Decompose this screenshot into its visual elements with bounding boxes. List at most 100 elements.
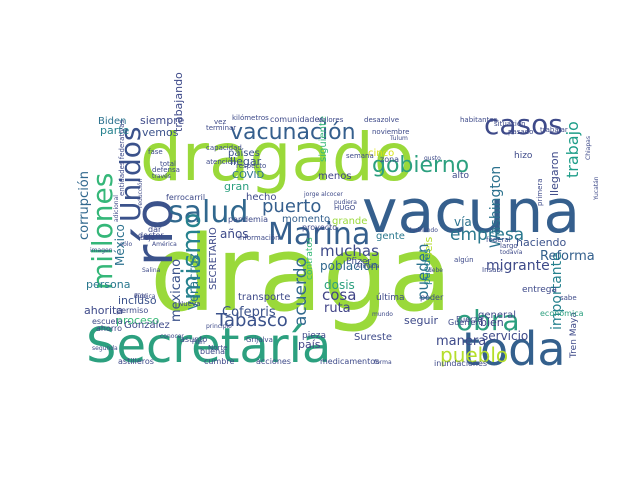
word-cloud-word: inundaciones: [434, 359, 487, 368]
word-cloud-word: pueblo: [440, 343, 508, 367]
word-cloud-word: vemos: [142, 126, 179, 139]
word-cloud-word: última: [376, 293, 405, 303]
word-cloud-word: Veracruz: [187, 253, 202, 310]
word-cloud-word: trabajo: [563, 121, 582, 178]
word-cloud-word: zona: [380, 155, 399, 164]
word-cloud-word: migrante: [486, 258, 550, 274]
word-cloud-word: forma: [374, 359, 392, 366]
word-cloud-word: mundo: [372, 311, 393, 318]
word-cloud-word: Armada: [356, 263, 380, 270]
word-cloud-word: llegaron: [548, 151, 561, 196]
word-cloud-word: seis: [422, 236, 435, 258]
word-cloud-word: federal: [486, 236, 511, 244]
word-cloud-word: siguiente: [318, 116, 329, 162]
word-cloud-word: ahorita: [84, 304, 123, 317]
word-cloud-word: América: [152, 241, 177, 248]
word-cloud-word: Pública: [134, 293, 156, 300]
word-cloud-word: pandemia: [228, 215, 268, 224]
word-cloud-word: dosis: [324, 278, 355, 292]
word-cloud-word: reducción: [137, 178, 144, 208]
word-cloud-word: imagen: [90, 247, 113, 254]
word-cloud-word: atención: [206, 158, 236, 166]
word-cloud-word: vez: [214, 118, 226, 126]
word-cloud-word: cosa: [322, 286, 356, 304]
word-cloud-word: dragado: [140, 119, 414, 196]
word-cloud-word: Yucatán: [593, 176, 600, 201]
word-cloud-word: años: [220, 227, 249, 241]
word-cloud-word: toda: [462, 322, 566, 376]
word-cloud-word: Nueva: [178, 300, 200, 308]
word-cloud-word: kilómetros: [232, 114, 269, 122]
word-cloud-word: parte: [100, 124, 130, 137]
word-cloud-word: siempre: [140, 114, 185, 127]
word-cloud-word: COVID: [232, 170, 264, 181]
word-cloud-word: acciones: [256, 357, 291, 366]
word-cloud-word: pudiera: [334, 199, 357, 206]
word-cloud-word: información: [238, 234, 280, 242]
word-cloud-word: defensa: [152, 166, 180, 174]
word-cloud-word: Chiapas: [585, 136, 592, 160]
word-cloud-word: hablando: [410, 227, 438, 234]
word-cloud-word: Marina: [268, 217, 370, 252]
word-cloud-word: Tulum: [389, 135, 408, 142]
word-cloud-word: Pfizer: [346, 257, 371, 267]
word-cloud-word: general: [478, 310, 516, 321]
word-cloud-word: hecho: [246, 192, 276, 203]
word-cloud-word: principio: [206, 323, 232, 330]
word-cloud-word: momento: [282, 214, 330, 225]
word-cloud-word: río: [125, 198, 185, 266]
word-cloud-word: seguir: [404, 314, 439, 327]
word-cloud-word: HUGO: [334, 204, 356, 212]
word-cloud-word: Reforma: [540, 249, 595, 264]
word-cloud-word: económica: [540, 308, 584, 318]
word-cloud-word: haciendo: [516, 236, 567, 249]
word-cloud-word: proceso: [116, 314, 160, 327]
word-cloud-word: ahorro: [96, 324, 122, 333]
word-cloud-word: González: [124, 319, 170, 331]
word-cloud-word: población: [320, 259, 378, 273]
word-cloud-word: conocer: [160, 333, 184, 340]
word-cloud-word: Washington: [488, 166, 504, 248]
word-cloud-word: pueden: [414, 243, 432, 300]
word-cloud-word: Salina: [142, 267, 161, 274]
word-cloud-word: ruta: [324, 301, 351, 316]
word-cloud-word: obra: [456, 304, 520, 337]
word-cloud-word: país: [298, 338, 321, 351]
word-cloud-word: México: [113, 224, 127, 266]
word-cloud-word: vacunación: [230, 120, 356, 145]
word-cloud-word: llegar: [230, 155, 262, 168]
word-cloud-word: fase: [148, 148, 163, 156]
word-cloud-word: alto: [452, 171, 470, 181]
word-cloud-word: Biden: [98, 116, 126, 127]
word-cloud-word: servicio: [482, 329, 528, 343]
word-cloud-word: pasado: [508, 128, 533, 136]
word-cloud-word: segunda: [92, 345, 118, 352]
word-cloud-word: mexicano: [169, 259, 184, 322]
word-cloud-word: contratos: [305, 237, 315, 280]
word-cloud-word: jorge alcocer: [303, 191, 343, 198]
word-cloud-word: países: [228, 147, 260, 159]
word-cloud-word: vacuna: [362, 177, 580, 247]
word-cloud-word: Insabi: [482, 266, 503, 274]
word-cloud-word: incluso: [118, 294, 157, 307]
word-cloud-word: poder: [420, 293, 444, 302]
word-cloud-word: habitantes: [460, 116, 498, 124]
word-cloud-word: noviembre: [372, 128, 409, 136]
word-cloud-word: gobierno: [372, 153, 469, 178]
word-cloud-word: debe: [428, 267, 443, 274]
word-cloud-word: algún: [454, 256, 474, 264]
word-cloud-word: total: [160, 160, 176, 168]
word-cloud-word: sabe: [560, 294, 577, 302]
word-cloud-word: mismo: [177, 213, 207, 300]
word-cloud-word: buena: [200, 347, 225, 356]
word-cloud-word: doctor: [138, 231, 164, 240]
word-cloud-word: semana: [346, 152, 374, 160]
word-cloud-word: corrupción: [77, 171, 92, 240]
word-cloud-word: Plan: [192, 339, 205, 346]
word-cloud-word: Unidos: [114, 126, 147, 222]
word-cloud-word: valores: [318, 116, 344, 124]
word-cloud-word: grande: [332, 216, 367, 227]
word-cloud-word: Norte: [208, 344, 227, 352]
